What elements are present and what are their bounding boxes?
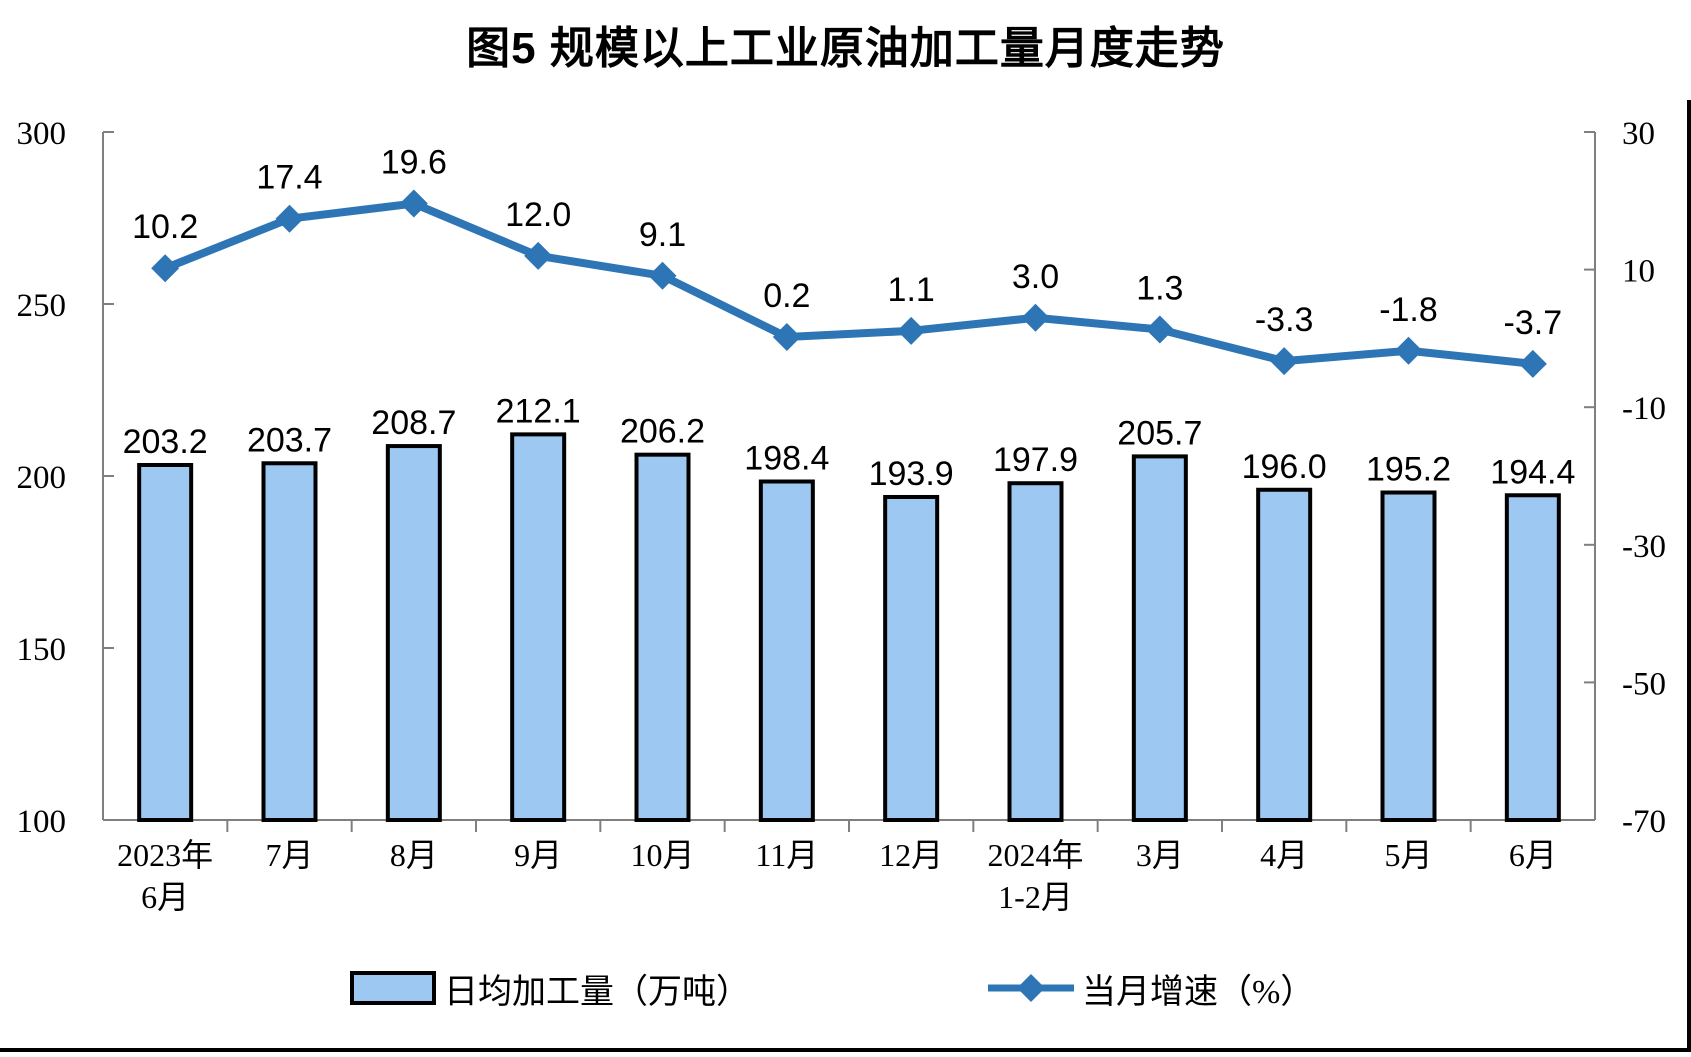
bar bbox=[137, 462, 194, 822]
bar bbox=[758, 479, 815, 822]
line-swatch-icon bbox=[988, 974, 1074, 1002]
bar-value-label: 194.4 bbox=[1490, 453, 1575, 491]
x-axis-label: 5月 bbox=[1384, 837, 1432, 873]
x-axis-label: 4月 bbox=[1260, 837, 1308, 873]
legend-label-line: 当月增速（%） bbox=[1082, 973, 1315, 1011]
bar bbox=[261, 461, 318, 822]
bar bbox=[385, 444, 442, 822]
x-axis-label: 7月 bbox=[265, 837, 313, 873]
line-value-label: 12.0 bbox=[505, 196, 571, 234]
bar-value-label: 206.2 bbox=[620, 413, 705, 451]
legend-label-bar: 日均加工量（万吨） bbox=[444, 973, 750, 1011]
bar-value-label: 203.2 bbox=[123, 423, 208, 461]
bar-value-label: 198.4 bbox=[744, 440, 829, 478]
line-marker bbox=[1518, 349, 1547, 378]
line-value-label: 9.1 bbox=[639, 216, 686, 254]
line-marker bbox=[1270, 347, 1299, 376]
bar-value-label: 208.7 bbox=[371, 404, 456, 442]
line-marker bbox=[275, 204, 304, 233]
line-marker bbox=[772, 323, 801, 352]
x-axis-label: 2023年 6月 bbox=[117, 837, 213, 915]
x-axis-label: 3月 bbox=[1136, 837, 1184, 873]
bar-value-label: 205.7 bbox=[1117, 414, 1202, 452]
bar-value-label: 196.0 bbox=[1242, 448, 1327, 486]
bar bbox=[510, 432, 567, 822]
bar-value-label: 193.9 bbox=[869, 455, 954, 493]
x-axis-label: 10月 bbox=[630, 837, 694, 873]
line-marker bbox=[524, 241, 553, 270]
line-marker bbox=[399, 189, 428, 218]
bar-value-label: 195.2 bbox=[1366, 451, 1451, 489]
bar bbox=[883, 494, 940, 822]
right-axis-tick-label: 10 bbox=[1622, 254, 1655, 290]
left-axis-tick-label: 150 bbox=[17, 632, 67, 668]
chart-title: 图5 规模以上工业原油加工量月度走势 bbox=[466, 24, 1225, 73]
x-axis-label: 8月 bbox=[390, 837, 438, 873]
x-axis-label: 2024年 1-2月 bbox=[987, 837, 1083, 915]
combo-chart: 300 250 200 150 100 30 10 -10 -30 -50 -70 203.2 203.… bbox=[17, 116, 1667, 915]
line-value-label: -1.8 bbox=[1379, 291, 1438, 329]
bar bbox=[1504, 493, 1561, 822]
legend-item-line: 当月增速（%） bbox=[986, 968, 1314, 1011]
right-axis-tick-label: -70 bbox=[1622, 804, 1666, 840]
bar bbox=[1256, 487, 1313, 822]
line-value-label: 3.0 bbox=[1012, 258, 1059, 296]
x-axis-label: 12月 bbox=[879, 837, 943, 873]
bar-value-label: 212.1 bbox=[496, 392, 581, 430]
x-axis-label: 9月 bbox=[514, 837, 562, 873]
right-axis-tick-label: -10 bbox=[1622, 391, 1666, 427]
line-value-label: 0.2 bbox=[763, 277, 810, 315]
line-value-label: 19.6 bbox=[381, 144, 447, 182]
growth-line bbox=[161, 199, 1537, 368]
x-axis-label: 6月 bbox=[1509, 837, 1557, 873]
right-axis-tick-label: -50 bbox=[1622, 666, 1666, 702]
left-axis-tick-label: 200 bbox=[17, 460, 67, 496]
bar bbox=[1007, 481, 1064, 822]
bar bbox=[1380, 490, 1437, 822]
right-axis-tick-label: -30 bbox=[1622, 529, 1666, 565]
bar-swatch-icon bbox=[350, 971, 436, 1005]
line-marker bbox=[151, 254, 180, 283]
line-value-label: -3.3 bbox=[1255, 301, 1314, 339]
line-marker bbox=[897, 316, 926, 345]
x-axis-label: 11月 bbox=[755, 837, 818, 873]
page-border-right bbox=[1687, 100, 1691, 1052]
line-marker bbox=[1145, 315, 1174, 344]
bar-value-label: 203.7 bbox=[247, 421, 332, 459]
line-marker bbox=[1394, 336, 1423, 365]
line-value-label: 1.3 bbox=[1136, 269, 1183, 307]
line-value-label: 1.1 bbox=[888, 271, 935, 309]
line-value-label: 10.2 bbox=[132, 208, 198, 246]
page-border-bottom bbox=[0, 1048, 1691, 1052]
bar bbox=[634, 452, 691, 822]
left-axis-tick-label: 300 bbox=[17, 116, 67, 152]
bar bbox=[1131, 454, 1188, 822]
line-marker bbox=[648, 261, 677, 290]
bar-value-label: 197.9 bbox=[993, 441, 1078, 479]
legend-item-bar: 日均加工量（万吨） bbox=[350, 968, 750, 1011]
left-axis-tick-label: 100 bbox=[17, 804, 67, 840]
right-axis-tick-label: 30 bbox=[1622, 116, 1655, 152]
line-value-label: -3.7 bbox=[1504, 304, 1563, 342]
line-value-label: 17.4 bbox=[256, 159, 322, 197]
left-axis-tick-label: 250 bbox=[17, 288, 67, 324]
line-marker bbox=[1021, 303, 1050, 332]
